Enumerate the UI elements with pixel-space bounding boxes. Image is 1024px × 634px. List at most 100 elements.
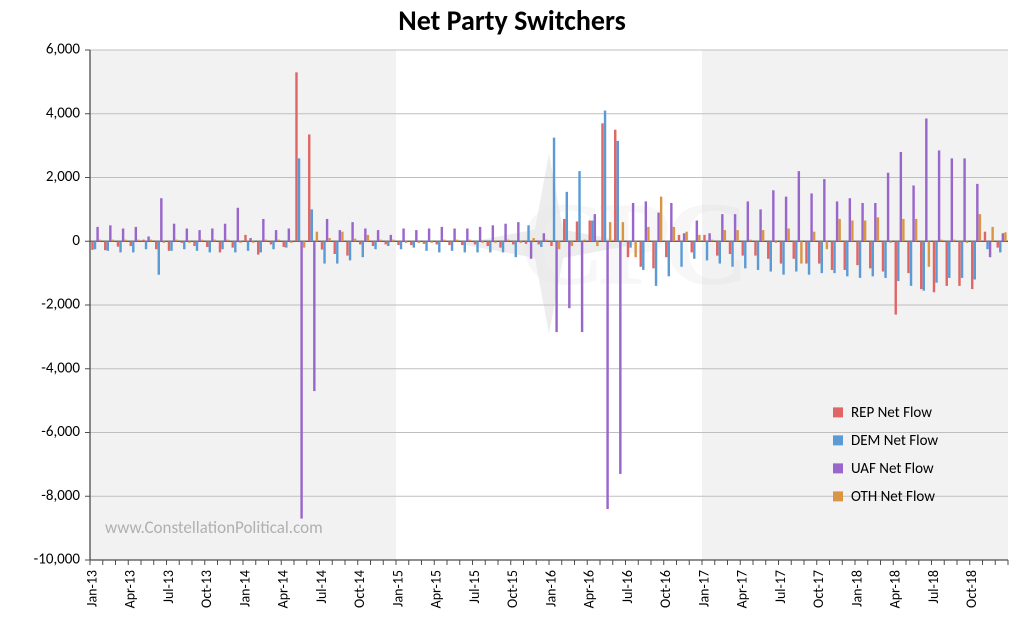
bar — [887, 173, 889, 242]
bar — [262, 219, 264, 241]
bar — [221, 241, 223, 249]
bar — [323, 241, 325, 263]
bar — [158, 241, 160, 274]
bar — [596, 241, 598, 246]
bar — [275, 230, 277, 241]
bar — [247, 241, 249, 251]
x-tick-label: Jul-17 — [772, 570, 789, 604]
bar — [334, 241, 336, 254]
bar — [823, 179, 825, 241]
bar — [851, 221, 853, 242]
bar — [762, 230, 764, 241]
bar — [423, 241, 425, 244]
bar — [474, 241, 476, 244]
bar — [856, 241, 858, 265]
bar — [201, 240, 203, 242]
bar — [272, 241, 274, 249]
bar — [198, 230, 200, 241]
bar — [443, 240, 445, 242]
bar — [183, 241, 185, 249]
bar — [928, 241, 930, 267]
bar — [150, 240, 152, 242]
bar — [744, 241, 746, 268]
bar — [706, 241, 708, 260]
bar — [313, 241, 315, 391]
bar — [838, 219, 840, 241]
bar — [849, 198, 851, 241]
bar — [589, 221, 591, 242]
bar — [948, 241, 950, 278]
bar — [826, 241, 828, 249]
legend-swatch — [833, 491, 843, 501]
bar — [660, 197, 662, 242]
bar — [609, 222, 611, 241]
bar — [991, 227, 993, 241]
bar — [237, 208, 239, 241]
bar — [494, 241, 496, 243]
bar — [691, 241, 693, 252]
bar — [504, 224, 506, 242]
bar — [397, 241, 399, 245]
bar — [555, 241, 557, 332]
bar — [130, 241, 132, 246]
bar — [464, 241, 466, 252]
bar — [300, 241, 302, 518]
bar — [935, 241, 937, 282]
bar — [915, 219, 917, 241]
bar — [923, 241, 925, 290]
legend-label: OTH Net Flow — [851, 488, 935, 506]
bar — [226, 240, 228, 242]
bar — [721, 214, 723, 241]
x-tick-label: Apr-14 — [275, 570, 292, 608]
y-tick-label: -10,000 — [34, 551, 81, 569]
bar — [94, 241, 96, 249]
bar — [168, 241, 170, 251]
bar — [900, 152, 902, 241]
bar — [311, 209, 313, 241]
x-tick-label: Jan-17 — [695, 570, 712, 607]
x-tick-label: Apr-15 — [428, 570, 445, 608]
bar — [405, 241, 407, 243]
x-tick-label: Jul-18 — [925, 570, 942, 604]
y-tick-label: 6,000 — [46, 41, 81, 59]
legend-label: REP Net Flow — [851, 404, 932, 422]
bar — [257, 241, 259, 254]
bar — [298, 158, 300, 241]
bar — [387, 241, 389, 246]
bar — [657, 213, 659, 242]
bar — [252, 241, 254, 243]
bar — [112, 240, 114, 242]
bar — [810, 193, 812, 241]
bar — [288, 229, 290, 242]
bar — [265, 240, 267, 242]
bar — [961, 241, 963, 278]
bar — [428, 229, 430, 242]
bar — [655, 241, 657, 286]
bar — [339, 230, 341, 241]
bar — [632, 203, 634, 241]
bar — [703, 235, 705, 241]
bar — [512, 241, 514, 244]
bar — [974, 241, 976, 279]
bar — [780, 241, 782, 263]
legend-swatch — [833, 407, 843, 417]
bar — [492, 225, 494, 241]
bar — [316, 232, 318, 242]
bar — [476, 241, 478, 252]
bar — [532, 238, 534, 241]
bar — [502, 241, 504, 252]
bar — [971, 241, 973, 289]
bar — [997, 241, 999, 247]
bar — [186, 229, 188, 242]
bar — [872, 241, 874, 276]
bar — [553, 138, 555, 242]
bar — [362, 241, 364, 257]
bar — [859, 241, 861, 278]
y-tick-label: -4,000 — [41, 359, 80, 377]
bar — [614, 130, 616, 242]
bar — [821, 241, 823, 273]
bar — [436, 241, 438, 244]
bar — [925, 119, 927, 242]
x-tick-label: Apr-16 — [581, 570, 598, 608]
bar — [693, 241, 695, 259]
